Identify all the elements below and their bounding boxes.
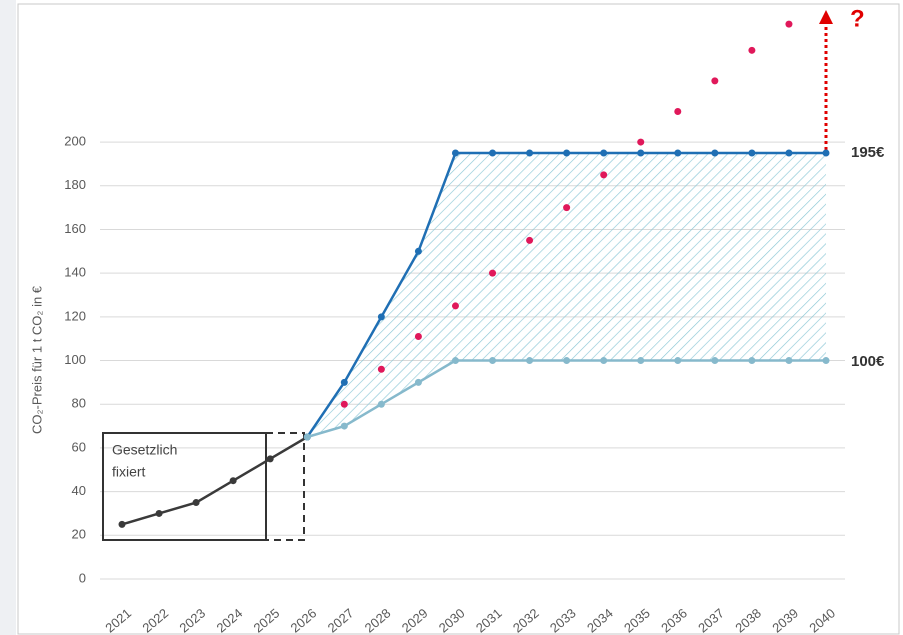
y-tick-label: 160: [64, 221, 86, 236]
dot: [451, 302, 459, 310]
x-tick-label: 2040: [806, 605, 838, 635]
line-point: [192, 499, 200, 507]
line-point: [451, 149, 459, 157]
line-point: [711, 357, 719, 365]
line-point: [303, 433, 311, 441]
x-tick-label: 2034: [584, 605, 616, 635]
line-point: [748, 357, 756, 365]
line-point: [266, 455, 274, 463]
line-point: [414, 247, 422, 255]
x-tick-label: 2030: [436, 605, 468, 635]
line-point: [748, 149, 756, 157]
frame: [17, 3, 900, 635]
x-tick-label: 2025: [251, 605, 283, 635]
line-point: [489, 357, 497, 365]
line-point: [414, 378, 422, 386]
x-tick-label: 2024: [213, 605, 245, 635]
y-axis-label: CO₂-Preis für 1 t CO₂ in €: [29, 285, 44, 434]
line-point: [711, 149, 719, 157]
y-tick-label: 100: [64, 352, 86, 367]
line-point: [600, 149, 608, 157]
dot: [600, 171, 608, 179]
band-layer: [307, 153, 826, 437]
y-tick-label: 180: [64, 177, 86, 192]
x-tick-label: 2023: [176, 605, 208, 635]
line-point: [563, 357, 571, 365]
y-tick-label: 60: [72, 439, 86, 454]
x-tick-label: 2028: [362, 605, 394, 635]
y-tick-label: 80: [72, 396, 86, 411]
dot: [489, 269, 497, 277]
x-tick-label: 2035: [621, 605, 653, 635]
dot: [377, 365, 385, 373]
line-point: [118, 520, 126, 528]
x-tick-label: 2038: [732, 605, 764, 635]
dot: [526, 236, 534, 244]
line-point: [785, 357, 793, 365]
x-tick-label: 2032: [510, 605, 542, 635]
dashed-box: [266, 432, 305, 541]
y-tick-label: 0: [79, 570, 86, 585]
x-tick-label: 2021: [102, 605, 134, 635]
line-point: [451, 357, 459, 365]
y-tick-label: 40: [72, 483, 86, 498]
line-point: [489, 149, 497, 157]
x-tick-label: 2036: [658, 605, 690, 635]
line-point: [674, 149, 682, 157]
upper-label: 195€: [851, 144, 885, 161]
dot: [563, 204, 571, 212]
line-point: [822, 357, 830, 365]
dot: [711, 77, 719, 85]
line-point: [340, 378, 348, 386]
line-point: [377, 313, 385, 321]
dot: [785, 20, 793, 28]
y-tick-label: 20: [72, 527, 86, 542]
y-tick-label: 140: [64, 265, 86, 280]
line-point: [563, 149, 571, 157]
dot: [674, 107, 682, 115]
y-tick-label: 120: [64, 308, 86, 323]
line-point: [600, 357, 608, 365]
arrow-head: [819, 10, 833, 24]
x-tick-label: 2039: [769, 605, 801, 635]
dot: [748, 46, 756, 54]
x-tick-label: 2031: [473, 605, 505, 635]
x-tick-label: 2033: [547, 605, 579, 635]
x-tick-label: 2026: [288, 605, 320, 635]
lower-label: 100€: [851, 353, 885, 370]
line-point: [526, 149, 534, 157]
line-point: [377, 400, 385, 408]
fixed-box: [102, 432, 267, 541]
x-tick-label: 2022: [139, 605, 171, 635]
dot: [340, 400, 348, 408]
series-line: [121, 435, 308, 526]
fixed-label: fixiert: [112, 464, 146, 480]
line-point: [785, 149, 793, 157]
line-point: [526, 357, 534, 365]
y-tick-label: 200: [64, 134, 86, 149]
x-tick-label: 2029: [399, 605, 431, 635]
line-point: [637, 357, 645, 365]
line-point: [229, 477, 237, 485]
fixed-label: Gesetzlich: [112, 442, 177, 458]
line-point: [674, 357, 682, 365]
side-panel: [0, 0, 16, 635]
hatched-range: [307, 153, 826, 437]
question-mark: ?: [850, 5, 865, 32]
x-tick-label: 2027: [325, 605, 357, 635]
dot: [414, 333, 422, 341]
x-tick-label: 2037: [695, 605, 727, 635]
marks: [118, 20, 830, 528]
line-point: [340, 422, 348, 430]
line-point: [155, 509, 163, 517]
dot: [637, 138, 645, 146]
line-point: [822, 149, 830, 157]
line-point: [637, 149, 645, 157]
